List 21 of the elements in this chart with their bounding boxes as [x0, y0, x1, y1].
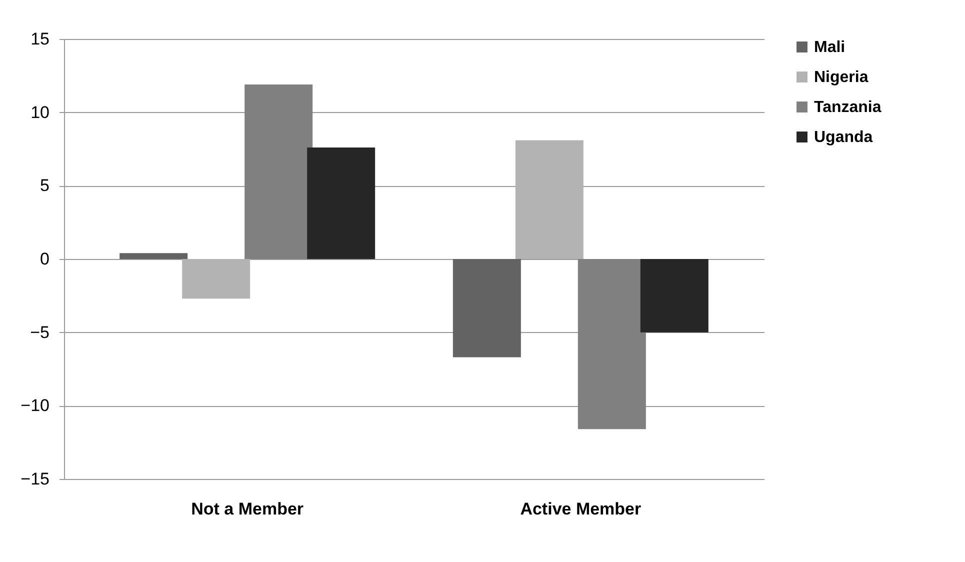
y-tick-label: 5 [40, 176, 50, 196]
bar [182, 259, 250, 299]
bar [640, 259, 708, 332]
y-tick-label: 15 [30, 30, 50, 48]
bar [578, 259, 646, 430]
bar [452, 259, 521, 358]
y-tick-label: −5 [30, 322, 50, 342]
y-tick-label: −10 [20, 396, 50, 416]
bar [515, 140, 584, 259]
bar [244, 84, 313, 259]
legend-label: Mali [814, 39, 846, 56]
bar [120, 253, 188, 259]
y-tick-label: −15 [20, 470, 50, 488]
x-tick-label: Active Member [520, 500, 642, 518]
legend-label: Tanzania [814, 99, 882, 116]
legend-label: Nigeria [814, 69, 868, 86]
legend-label: Uganda [814, 129, 873, 146]
bar [307, 148, 376, 259]
y-tick-label: 10 [30, 102, 50, 122]
x-tick-label: Not a Member [191, 500, 304, 518]
y-tick-label: 0 [40, 250, 50, 268]
